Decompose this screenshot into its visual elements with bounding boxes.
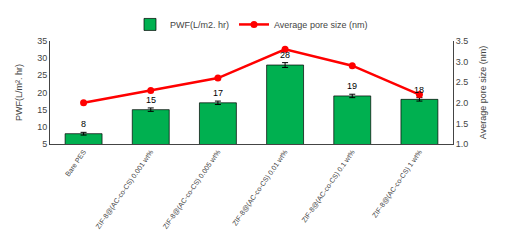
svg-text:28: 28 (280, 50, 290, 60)
svg-text:15: 15 (146, 95, 156, 105)
svg-text:3.5: 3.5 (456, 36, 469, 46)
svg-text:1.5: 1.5 (456, 119, 469, 129)
svg-text:5: 5 (42, 139, 47, 149)
svg-text:19: 19 (347, 81, 357, 91)
svg-text:1.0: 1.0 (456, 139, 469, 149)
svg-text:Average pore size (nm): Average pore size (nm) (478, 46, 488, 139)
svg-text:ZIF-8@(AC-co-CS) 0.005 wt%: ZIF-8@(AC-co-CS) 0.005 wt% (162, 148, 223, 230)
svg-text:10: 10 (37, 122, 47, 132)
svg-text:8: 8 (81, 119, 86, 129)
svg-text:20: 20 (37, 88, 47, 98)
svg-text:Average pore size (nm): Average pore size (nm) (274, 20, 367, 30)
svg-text:PWF(L/m2. hr): PWF(L/m2. hr) (170, 20, 229, 30)
svg-text:25: 25 (37, 70, 47, 80)
svg-text:Bare PES: Bare PES (64, 148, 88, 177)
svg-text:2.5: 2.5 (456, 77, 469, 87)
svg-text:PWF(L/m². hr): PWF(L/m². hr) (14, 64, 24, 121)
svg-text:18: 18 (414, 85, 424, 95)
svg-text:ZIF-8@(AC-co-CS) 0.01 wt%: ZIF-8@(AC-co-CS) 0.01 wt% (231, 148, 290, 227)
svg-text:30: 30 (37, 53, 47, 63)
svg-text:35: 35 (37, 36, 47, 46)
svg-text:15: 15 (37, 105, 47, 115)
svg-text:ZIF-8@(AC-co-CS) 1 wt%: ZIF-8@(AC-co-CS) 1 wt% (371, 148, 424, 219)
svg-text:ZIF-8@(AC-co-CS) 0.001 wt%: ZIF-8@(AC-co-CS) 0.001 wt% (94, 148, 155, 230)
svg-text:2.0: 2.0 (456, 98, 469, 108)
svg-text:ZIF-8@(AC-co-CS) 0.1 wt%: ZIF-8@(AC-co-CS) 0.1 wt% (300, 148, 356, 224)
svg-text:17: 17 (213, 88, 223, 98)
svg-text:3.0: 3.0 (456, 57, 469, 67)
